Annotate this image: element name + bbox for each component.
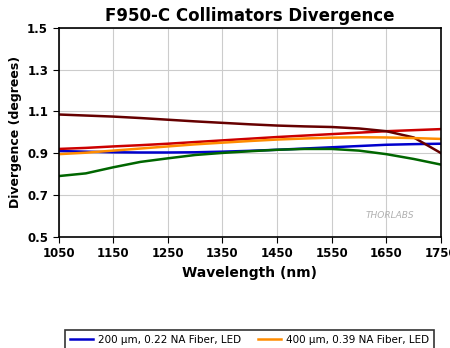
X-axis label: Wavelength (nm): Wavelength (nm) bbox=[182, 266, 317, 279]
Text: THORLABS: THORLABS bbox=[365, 211, 414, 220]
Title: F950-C Collimators Divergence: F950-C Collimators Divergence bbox=[105, 7, 395, 25]
Y-axis label: Divergence (degrees): Divergence (degrees) bbox=[9, 56, 22, 208]
Legend: 200 μm, 0.22 NA Fiber, LED, 200 μm, 0.39 NA Fiber, Laser, 200 μm, 0.39 NA Fiber,: 200 μm, 0.22 NA Fiber, LED, 200 μm, 0.39… bbox=[65, 330, 434, 348]
